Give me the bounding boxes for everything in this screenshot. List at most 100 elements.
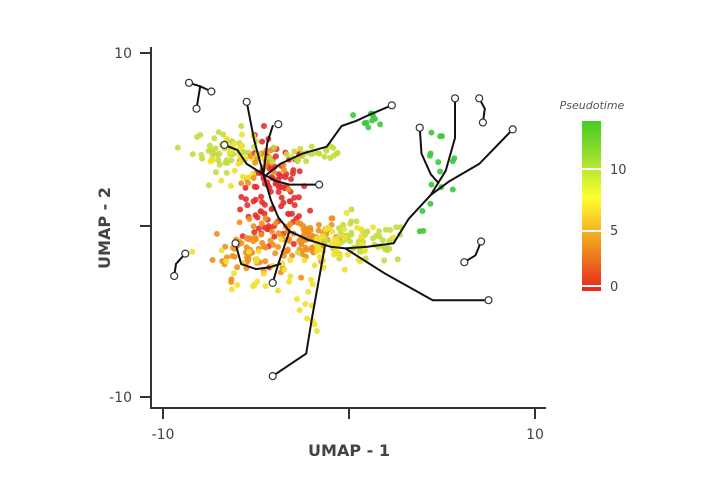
cell-point	[262, 258, 269, 265]
cell-point	[277, 236, 284, 243]
cell-point	[250, 238, 257, 245]
cell-point	[205, 147, 212, 154]
trajectory-endpoint	[415, 123, 424, 132]
cell-point	[252, 196, 259, 203]
cell-point	[259, 239, 266, 246]
cell-point	[243, 235, 250, 242]
cell-point	[267, 237, 274, 244]
cell-point	[275, 244, 282, 250]
cell-point	[419, 208, 426, 214]
cell-point	[335, 240, 342, 247]
trajectory-segment	[271, 245, 326, 378]
cell-point	[294, 158, 301, 165]
trajectory-endpoint	[242, 97, 251, 106]
trajectory-endpoint	[170, 271, 179, 281]
cell-point	[250, 175, 257, 181]
cell-point	[341, 234, 348, 241]
cell-point	[243, 174, 250, 181]
cell-point	[330, 144, 337, 151]
cell-point	[343, 209, 350, 216]
cell-point	[348, 229, 355, 236]
cell-point	[251, 183, 258, 190]
cell-point	[449, 186, 456, 193]
cell-point	[427, 200, 434, 207]
cell-point	[327, 155, 334, 161]
cell-point	[294, 296, 300, 303]
cell-point	[428, 181, 435, 188]
cell-point	[262, 244, 269, 251]
trajectory-segment	[223, 143, 265, 176]
cell-point	[231, 270, 237, 277]
cell-point	[287, 273, 294, 280]
cell-point	[272, 250, 279, 257]
y-axis: 10 -10 UMAP - 2	[95, 46, 152, 409]
cell-point	[275, 287, 282, 294]
cell-point	[278, 194, 285, 201]
cell-point	[362, 247, 369, 254]
cell-point	[287, 257, 294, 264]
cell-point	[291, 194, 298, 201]
trajectory-endpoint	[508, 125, 517, 134]
cell-point	[261, 201, 268, 208]
cell-point	[315, 227, 322, 234]
cell-point	[328, 215, 335, 222]
cell-point	[353, 218, 360, 225]
cell-point	[243, 244, 250, 251]
cell-point	[245, 180, 252, 186]
legend-tick-label: 10	[610, 163, 627, 178]
trajectory-segment	[234, 242, 282, 271]
legend-title: Pseudotime	[560, 99, 625, 112]
colorbar	[582, 121, 601, 291]
cell-point	[189, 151, 196, 158]
cell-point	[370, 224, 377, 231]
cell-point	[427, 152, 433, 159]
cell-point	[223, 135, 230, 142]
cell-point	[258, 220, 265, 227]
cell-point	[283, 151, 290, 158]
cell-point	[321, 153, 328, 160]
trajectory-segment	[418, 126, 440, 184]
trajectory-endpoint	[268, 278, 277, 287]
cell-point	[298, 274, 305, 281]
cell-point	[296, 307, 303, 314]
cell-point	[334, 149, 341, 156]
cell-point	[309, 281, 316, 288]
legend-tick-label: 0	[610, 280, 618, 295]
trajectory-endpoint	[450, 94, 460, 103]
cell-point	[335, 225, 342, 231]
cell-point	[301, 257, 308, 264]
cell-point	[253, 256, 260, 262]
cell-point	[234, 282, 241, 288]
cell-point	[364, 228, 371, 235]
cell-point	[261, 210, 268, 217]
cell-point	[387, 227, 394, 233]
cell-point	[250, 223, 257, 230]
cell-point	[341, 225, 348, 232]
cell-point	[275, 182, 282, 189]
cell-point	[258, 193, 265, 200]
cell-point	[313, 149, 319, 156]
cell-point	[347, 238, 354, 245]
cell-point	[291, 148, 298, 155]
cell-point	[357, 258, 364, 265]
cell-point	[194, 134, 200, 140]
cell-point	[223, 169, 230, 176]
cell-point	[394, 256, 401, 263]
cell-point	[290, 241, 297, 247]
cell-point	[437, 168, 443, 175]
cell-point	[382, 226, 389, 233]
cell-point	[344, 251, 351, 258]
trajectory-segment	[262, 125, 274, 176]
cell-point	[246, 248, 253, 255]
cell-point	[229, 253, 236, 259]
trajectory-endpoint	[460, 258, 469, 267]
cell-point	[251, 229, 258, 236]
cell-point	[244, 202, 251, 209]
cell-point	[323, 147, 330, 154]
cell-point	[220, 131, 227, 138]
cell-point	[215, 157, 222, 164]
cell-point	[288, 176, 294, 183]
cell-point	[234, 264, 241, 271]
cell-point	[311, 262, 318, 269]
cell-point	[213, 230, 220, 237]
